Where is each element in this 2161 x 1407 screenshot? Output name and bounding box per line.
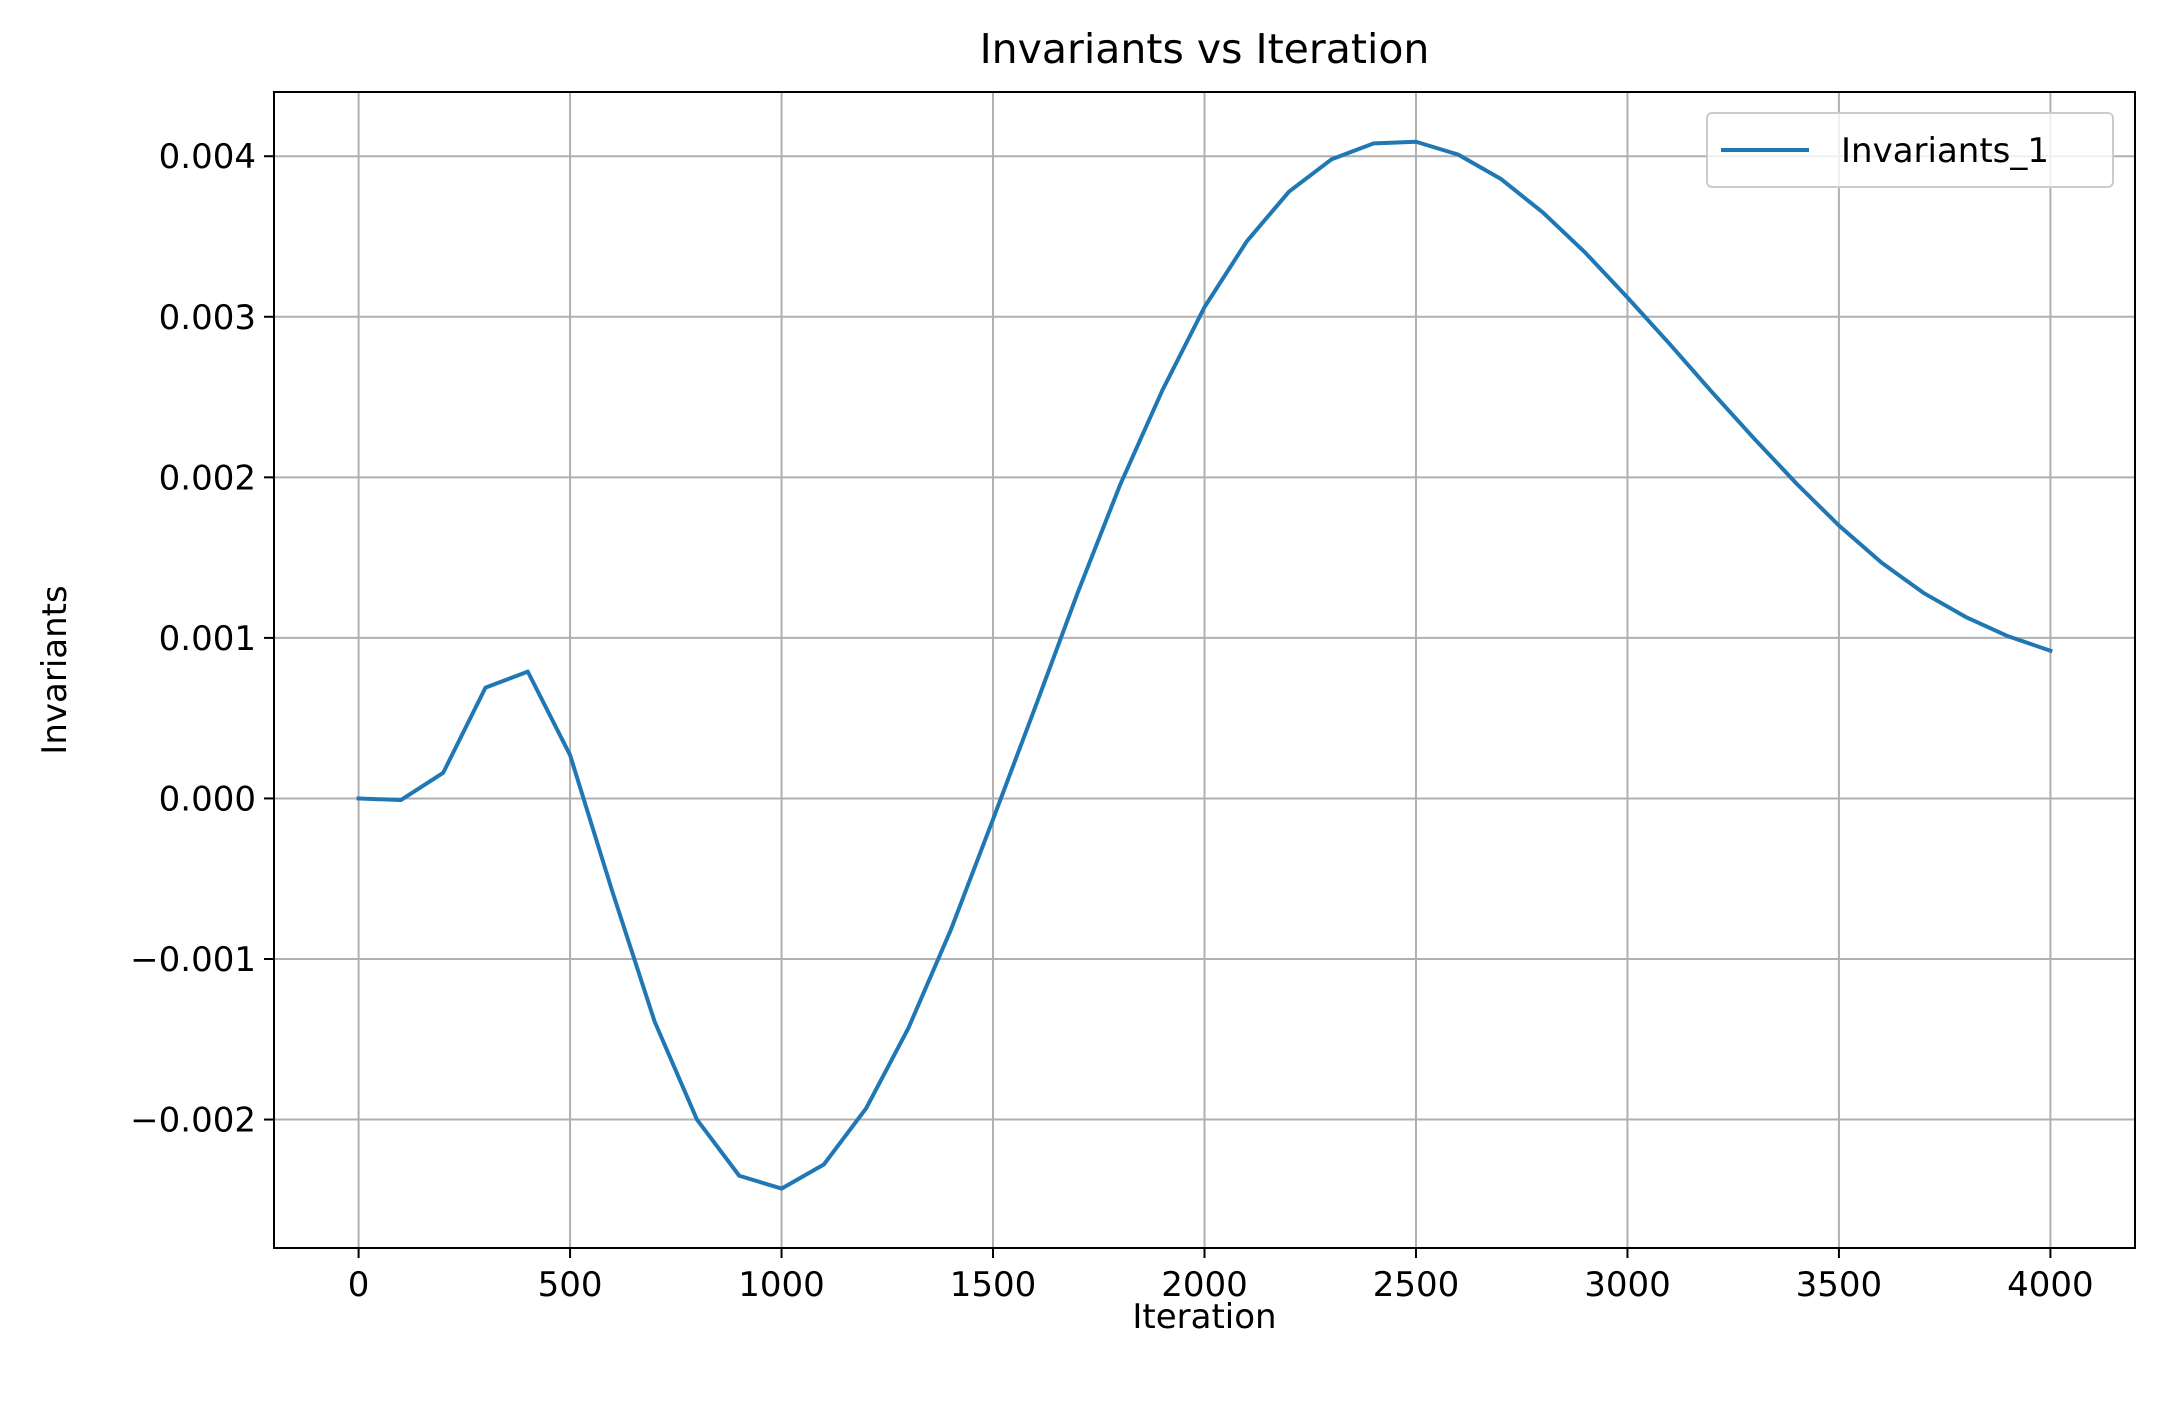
x-tick-label: 4000 [2007,1265,2094,1305]
y-tick-label: 0.000 [159,779,256,819]
y-tick-label: 0.003 [159,298,256,338]
y-tick-label: 0.002 [159,458,256,498]
chart-title: Invariants vs Iteration [980,25,1430,73]
y-tick-label: −0.001 [130,940,256,980]
y-tick-label: 0.001 [159,619,256,659]
x-tick-label: 2000 [1161,1265,1248,1305]
series-line-invariants-1 [356,139,2053,1191]
x-tick-label: 1000 [738,1265,825,1305]
y-axis: −0.002 −0.001 0.000 0.001 0.002 0.003 0.004 [130,137,274,1141]
x-axis-title: Iteration [1132,1297,1276,1337]
x-tick-label: 3000 [1584,1265,1671,1305]
x-tick-label: 500 [538,1265,603,1305]
y-tick-label: −0.002 [130,1101,256,1141]
x-axis: 0 500 1000 1500 2000 2500 3000 3500 4000 [348,1248,2094,1305]
y-tick-label: 0.004 [159,137,256,177]
x-tick-label: 0 [348,1265,370,1305]
legend-box [1706,112,2114,188]
series-layer [356,139,2053,1191]
legend: Invariants_1 [1706,112,2114,188]
y-axis-title: Invariants [35,585,75,754]
legend-entry-invariants-1: Invariants_1 [1841,131,2049,171]
x-tick-label: 2500 [1373,1265,1460,1305]
x-tick-label: 3500 [1796,1265,1883,1305]
x-tick-label: 1500 [950,1265,1037,1305]
